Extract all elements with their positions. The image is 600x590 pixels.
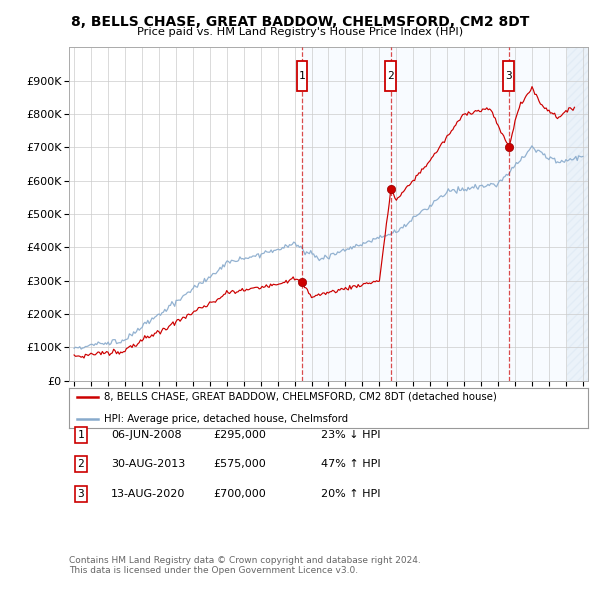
Text: Contains HM Land Registry data © Crown copyright and database right 2024.
This d: Contains HM Land Registry data © Crown c… xyxy=(69,556,421,575)
Text: 1: 1 xyxy=(77,430,85,440)
Text: 8, BELLS CHASE, GREAT BADDOW, CHELMSFORD, CM2 8DT (detached house): 8, BELLS CHASE, GREAT BADDOW, CHELMSFORD… xyxy=(104,392,497,402)
FancyBboxPatch shape xyxy=(503,61,514,90)
Text: £575,000: £575,000 xyxy=(213,460,266,469)
Bar xyxy=(568,47,588,381)
Text: 3: 3 xyxy=(77,489,85,499)
Text: £700,000: £700,000 xyxy=(213,489,266,499)
Text: £295,000: £295,000 xyxy=(213,430,266,440)
Text: 2: 2 xyxy=(387,71,394,80)
FancyBboxPatch shape xyxy=(385,61,396,90)
Text: 06-JUN-2008: 06-JUN-2008 xyxy=(111,430,182,440)
Text: 8, BELLS CHASE, GREAT BADDOW, CHELMSFORD, CM2 8DT: 8, BELLS CHASE, GREAT BADDOW, CHELMSFORD… xyxy=(71,15,529,29)
FancyBboxPatch shape xyxy=(296,61,307,90)
Text: 13-AUG-2020: 13-AUG-2020 xyxy=(111,489,185,499)
Text: 23% ↓ HPI: 23% ↓ HPI xyxy=(321,430,380,440)
Text: 20% ↑ HPI: 20% ↑ HPI xyxy=(321,489,380,499)
Text: 2: 2 xyxy=(77,460,85,469)
Text: 30-AUG-2013: 30-AUG-2013 xyxy=(111,460,185,469)
Text: Price paid vs. HM Land Registry's House Price Index (HPI): Price paid vs. HM Land Registry's House … xyxy=(137,27,463,37)
Text: 3: 3 xyxy=(505,71,512,80)
Bar xyxy=(302,47,588,381)
Text: HPI: Average price, detached house, Chelmsford: HPI: Average price, detached house, Chel… xyxy=(104,414,349,424)
Text: 1: 1 xyxy=(299,71,305,80)
Text: 47% ↑ HPI: 47% ↑ HPI xyxy=(321,460,380,469)
